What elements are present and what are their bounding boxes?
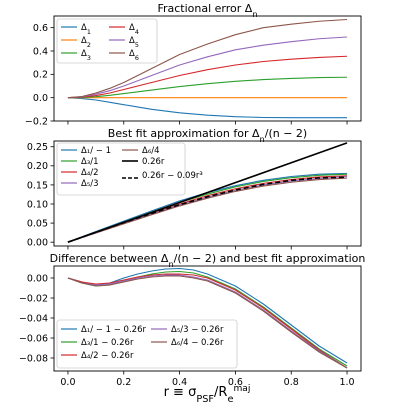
title-text: Best fit approximation for Δ: [108, 127, 260, 140]
xlabel-subscript: PSF: [196, 394, 214, 405]
panel-3: 0.00 −0.02 −0.04 −0.06 −0.08 0.0 0.2 0.4 0.6 0.8 1…: [19, 252, 365, 388]
y-tick-label: 0.25: [27, 142, 48, 153]
legend-label: Δ2: [81, 36, 91, 49]
legend-label: Δ₁/ − 1: [81, 146, 111, 156]
title-text: Fractional error Δ: [157, 2, 252, 15]
legend-text: Δ: [81, 36, 87, 46]
legend-label: Δ₆/4: [142, 146, 160, 156]
x-tick-label: 0.8: [284, 377, 299, 388]
x-tick-label: 0.0: [60, 377, 75, 388]
legend-label: Δ₅/3 − 0.26r: [171, 325, 224, 335]
legend-label: Δ4: [129, 23, 139, 36]
panel-title: Fractional error Δn: [157, 2, 257, 19]
x-tick-label: 0.6: [228, 377, 243, 388]
series-line-5: [67, 36, 348, 99]
plot-area: [67, 18, 348, 119]
legend-label: Δ₃/1 − 0.26r: [81, 338, 134, 348]
panel-1: −0.2 0.0 0.2 0.4 0.6 Fractional error Δn: [25, 2, 362, 127]
x-tick-label: 0.4: [172, 377, 187, 388]
legend-text: Δ: [81, 49, 87, 59]
legend-text: Δ: [129, 36, 135, 46]
y-tick-label: −0.02: [19, 293, 48, 304]
panel-2: 0.00 0.05 0.10 0.15 0.20 0.25 Best fit approxi…: [27, 127, 362, 250]
y-tick-label: 0.00: [27, 273, 48, 284]
series-line-7: [67, 176, 348, 243]
legend-label: Δ₅/3: [81, 179, 99, 189]
legend-frame: [56, 142, 186, 196]
plot-area: [67, 267, 348, 369]
series-line-4: [67, 55, 348, 99]
xlabel-part: /R: [214, 385, 227, 400]
y-tick-label: 0.20: [27, 161, 48, 172]
y-tick-label: 0.00: [27, 238, 48, 249]
y-tick-label: −0.08: [19, 353, 48, 364]
series-line-5: [67, 177, 348, 243]
x-tick-label: 0.2: [116, 377, 131, 388]
title-subscript: n: [252, 9, 257, 19]
plot-area: [67, 142, 348, 243]
legend-label: Δ5: [129, 36, 139, 49]
series-line-5: [67, 275, 348, 369]
legend-subscript: 3: [87, 54, 91, 62]
axes-frame: [53, 15, 362, 122]
y-tick-label: 0.10: [27, 199, 48, 210]
legend-label: Δ3: [81, 49, 91, 62]
panel-title: Difference between Δn/(n − 2) and best f…: [50, 252, 366, 269]
title-tail: /(n − 2): [265, 127, 307, 140]
series-line-3: [67, 76, 348, 99]
y-tick-label: −0.2: [25, 116, 48, 127]
series-line-1: [67, 97, 348, 119]
xlabel-part: r ≡ σ: [164, 385, 197, 400]
y-tick-label: 0.2: [33, 70, 48, 81]
y-tick-label: 0.0: [33, 93, 48, 104]
y-tick-label: 0.6: [33, 23, 48, 34]
legend-subscript: 6: [135, 54, 139, 62]
y-tick-label: 0.4: [33, 46, 48, 57]
x-tick-label: 1.0: [339, 377, 354, 388]
series-line-4: [67, 274, 348, 369]
series-line-6: [67, 18, 348, 99]
legend-subscript: 2: [87, 41, 91, 49]
xlabel-subscript: e: [227, 394, 233, 405]
series-line-3: [67, 273, 348, 369]
y-tick-label: −0.06: [19, 333, 48, 344]
title-tail: /(n − 2) and best fit approximation: [174, 252, 366, 265]
y-tick-label: −0.04: [19, 313, 48, 324]
legend-label: Δ6: [129, 49, 139, 62]
title-subscript: n: [260, 134, 265, 144]
legend-label: Δ₄/2 − 0.26r: [81, 351, 134, 361]
legend-frame: [56, 319, 238, 369]
legend-3: Δ₁/ − 1 − 0.26r Δ₃/1 − 0.26r Δ₄/2 − 0.26r Δ…: [56, 319, 238, 369]
legend-text: Δ: [81, 23, 87, 33]
legend-text: Δ: [129, 49, 135, 59]
panel-title: Best fit approximation for Δn/(n − 2): [108, 127, 307, 144]
legend-label: Δ1: [81, 23, 91, 36]
legend-label: Δ₃/1: [81, 157, 99, 167]
x-axis-label: r ≡ σPSF/Remaj: [164, 384, 251, 405]
legend-label: Δ₄/2: [81, 168, 99, 178]
legend-subscript: 4: [135, 28, 139, 36]
title-subscript: n: [168, 259, 173, 269]
axes-frame: [53, 140, 362, 247]
y-tick-label: 0.15: [27, 180, 48, 191]
legend-subscript: 1: [87, 28, 91, 36]
legend-label: 0.26r: [142, 157, 165, 167]
legend-label: Δ₁/ − 1 − 0.26r: [81, 325, 146, 335]
legend-label: Δ₆/4 − 0.26r: [171, 338, 224, 348]
legend-label: 0.26r − 0.09r³: [142, 171, 203, 181]
axes-frame: [53, 265, 362, 372]
legend-2: Δ₁/ − 1Δ₃/1Δ₄/2Δ₅/3 Δ₆/40.26r 0.26r − 0.09…: [56, 142, 203, 196]
legend-text: Δ: [129, 23, 135, 33]
legend-subscript: 5: [135, 41, 139, 49]
title-text: Difference between Δ: [50, 252, 169, 265]
legend-frame: [56, 18, 158, 64]
xlabel-superscript: maj: [233, 384, 250, 394]
y-tick-label: 0.05: [27, 218, 48, 229]
